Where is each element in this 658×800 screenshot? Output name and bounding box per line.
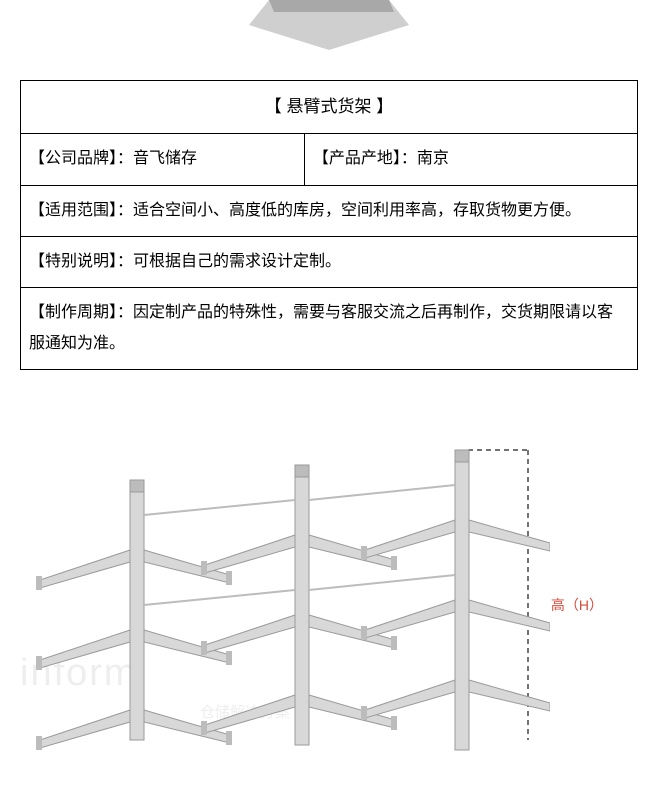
cycle-cell: 【制作周期】：因定制产品的特殊性，需要与客服交流之后再制作，交货期限请以客服通知… bbox=[21, 288, 638, 370]
rack-diagram: inform 仓储解决方案 bbox=[0, 440, 658, 790]
brand-cell: 【公司品牌】：音飞储存 bbox=[21, 134, 305, 185]
spec-table: 【 悬臂式货架 】 【公司品牌】：音飞储存 【产品产地】：南京 【适用范围】：适… bbox=[20, 80, 638, 370]
brand-label: 【公司品牌】： bbox=[29, 150, 133, 167]
height-label: 高（H） bbox=[551, 595, 603, 615]
top-decorative-shape bbox=[0, 0, 658, 80]
scope-label: 【适用范围】： bbox=[29, 202, 133, 219]
note-value: 可根据自己的需求设计定制。 bbox=[133, 253, 341, 270]
origin-cell: 【产品产地】：南京 bbox=[304, 134, 637, 185]
origin-label: 【产品产地】： bbox=[313, 150, 417, 167]
rack-svg bbox=[30, 440, 550, 770]
origin-value: 南京 bbox=[417, 150, 449, 167]
scope-cell: 【适用范围】：适合空间小、高度低的库房，空间利用率高，存取货物更方便。 bbox=[21, 185, 638, 236]
cycle-label: 【制作周期】： bbox=[29, 304, 133, 321]
brand-value: 音飞储存 bbox=[133, 150, 197, 167]
scope-value: 适合空间小、高度低的库房，空间利用率高，存取货物更方便。 bbox=[133, 202, 581, 219]
note-cell: 【特别说明】：可根据自己的需求设计定制。 bbox=[21, 237, 638, 288]
table-title: 【 悬臂式货架 】 bbox=[21, 81, 638, 134]
note-label: 【特别说明】： bbox=[29, 253, 133, 270]
